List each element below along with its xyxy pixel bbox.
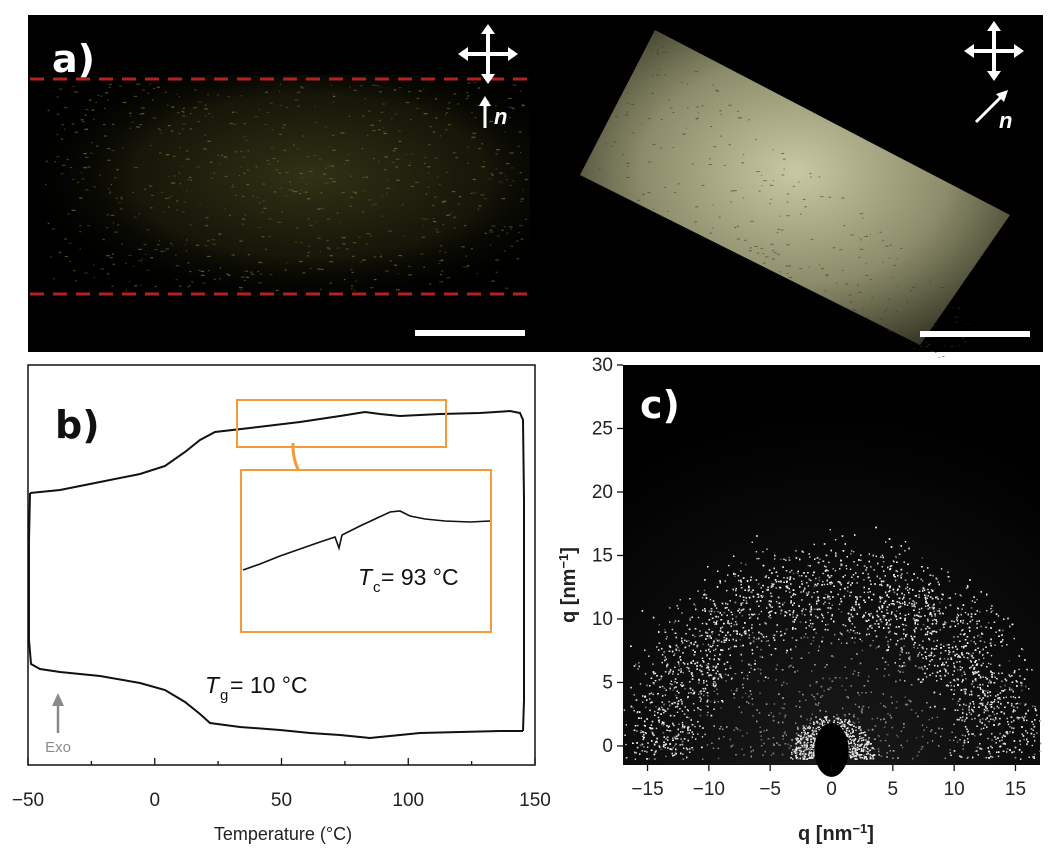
scale-bar-right <box>920 331 1030 337</box>
c-ylabel-close: ] <box>558 547 580 554</box>
x-axis-tick-labels: −50 0 50 100 150 <box>12 790 551 811</box>
director-label-left: n <box>494 104 507 129</box>
x-tick-label: 0 <box>826 779 837 800</box>
panel-a-label: a) <box>52 37 95 81</box>
c-xlabel-exp: −1 <box>852 821 867 836</box>
left-micrograph <box>40 75 530 300</box>
y-tick-label: 10 <box>592 609 613 630</box>
scattering-pattern-background <box>623 365 1040 765</box>
x-tick-label: −15 <box>631 779 663 800</box>
panel-b-label: b) <box>55 403 100 447</box>
y-tick-label: 5 <box>602 672 613 693</box>
x-tick-label: 10 <box>944 779 965 800</box>
x-tick-label: 0 <box>149 790 160 811</box>
zoom-region-box <box>237 400 446 447</box>
y-tick-label: 30 <box>592 355 613 376</box>
x-tick-label: 150 <box>519 790 551 811</box>
x-axis-ticks <box>28 758 535 765</box>
x-tick-label: 5 <box>888 779 899 800</box>
x-tick-label: −50 <box>12 790 44 811</box>
c-ylabel-text: q [nm <box>558 569 580 623</box>
panel-b: −50 0 50 100 150 Temperature (°C) b) T c = 9… <box>12 365 551 844</box>
c-ylabel-exp: −1 <box>556 554 571 569</box>
tc-value: = 93 °C <box>381 564 459 590</box>
x-tick-label: 100 <box>392 790 424 811</box>
c-y-axis-label: q [nm−1] <box>556 547 581 623</box>
scale-bar-left <box>415 330 525 336</box>
tc-subscript: c <box>373 579 381 596</box>
y-tick-label: 0 <box>602 736 613 757</box>
tg-annotation: T g = 10 °C <box>205 672 308 704</box>
x-tick-label: −5 <box>759 779 781 800</box>
inset-box <box>241 470 491 632</box>
exo-label: Exo <box>45 739 71 756</box>
y-tick-label: 15 <box>592 545 613 566</box>
y-axis-ticks: 0 5 10 15 20 25 30 <box>592 355 623 757</box>
x-tick-label: 50 <box>271 790 292 811</box>
y-tick-label: 25 <box>592 418 613 439</box>
x-axis-label: Temperature (°C) <box>214 824 352 844</box>
tg-symbol: T <box>205 672 221 698</box>
c-x-axis-label: q [nm−1] <box>798 821 874 846</box>
y-tick-label: 20 <box>592 482 613 503</box>
x-tick-label: 15 <box>1005 779 1026 800</box>
tg-value: = 10 °C <box>230 672 308 698</box>
tc-symbol: T <box>358 564 374 590</box>
c-xlabel-close: ] <box>867 823 874 845</box>
panel-a: a) n <box>28 15 1043 358</box>
tg-subscript: g <box>220 687 228 704</box>
director-label-right: n <box>999 108 1012 133</box>
exo-arrow-icon <box>52 693 64 733</box>
x-tick-label: −10 <box>693 779 725 800</box>
panel-c-label: c) <box>640 383 680 427</box>
c-xlabel-text: q [nm <box>798 823 852 845</box>
